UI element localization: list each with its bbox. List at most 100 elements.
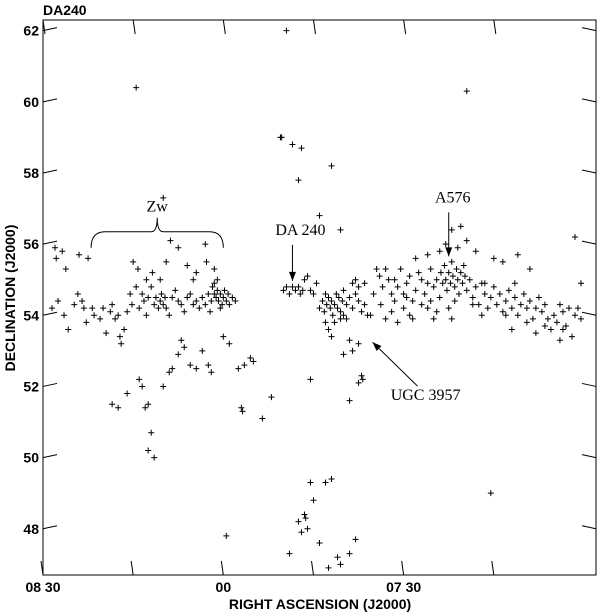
data-point <box>559 326 566 333</box>
x-minor-tick-top <box>132 19 136 35</box>
data-point <box>157 298 164 305</box>
data-point <box>421 290 428 297</box>
data-point <box>49 305 56 312</box>
data-point <box>339 298 346 305</box>
data-point <box>211 266 218 273</box>
data-point <box>286 550 293 557</box>
data-point <box>220 333 227 340</box>
y-tick-right <box>581 240 597 245</box>
data-point <box>124 308 131 315</box>
data-point <box>331 319 338 326</box>
data-point <box>451 283 458 290</box>
data-point <box>449 273 456 280</box>
y-tick-label: 52 <box>23 378 39 394</box>
data-point <box>143 312 150 319</box>
y-tick-right <box>581 454 597 459</box>
data-point <box>316 539 323 546</box>
data-point <box>367 312 374 319</box>
data-point <box>355 340 362 347</box>
data-point <box>130 258 137 265</box>
data-point <box>406 273 413 280</box>
data-point <box>109 401 116 408</box>
data-point <box>162 294 169 301</box>
data-point <box>153 294 160 301</box>
data-point <box>74 290 81 297</box>
data-point <box>134 266 141 273</box>
data-point <box>280 287 287 294</box>
x-minor-tick-bottom <box>491 560 495 576</box>
data-point <box>358 308 365 315</box>
data-point <box>424 251 431 258</box>
data-point <box>160 194 167 201</box>
data-point <box>571 312 578 319</box>
data-point <box>223 298 230 305</box>
data-point <box>370 290 377 297</box>
data-point <box>445 305 452 312</box>
data-point <box>331 301 338 308</box>
data-point <box>361 301 368 308</box>
x-axis-title: RIGHT ASCENSION (J2000) <box>229 596 411 612</box>
data-point <box>295 283 302 290</box>
data-point <box>469 301 476 308</box>
data-point <box>145 447 152 454</box>
data-point <box>453 266 460 273</box>
data-point <box>535 294 542 301</box>
data-point <box>556 337 563 344</box>
data-point <box>151 301 158 308</box>
data-point <box>532 330 539 337</box>
data-point <box>409 315 416 322</box>
data-point <box>352 536 359 543</box>
data-point <box>148 283 155 290</box>
data-point <box>215 298 222 305</box>
data-point <box>346 550 353 557</box>
data-point <box>400 305 407 312</box>
data-point <box>76 251 83 258</box>
data-point <box>325 294 332 301</box>
data-point <box>89 305 96 312</box>
data-point <box>149 269 156 276</box>
data-point <box>469 294 476 301</box>
y-tick-left <box>42 311 58 316</box>
data-point <box>321 308 328 315</box>
data-point <box>322 319 329 326</box>
data-point <box>424 280 431 287</box>
data-point <box>327 305 334 312</box>
data-point <box>430 283 437 290</box>
data-point <box>355 298 362 305</box>
a576-label: A576 <box>435 189 471 206</box>
data-point <box>169 365 176 372</box>
data-point <box>239 408 246 415</box>
data-point <box>499 308 506 315</box>
data-point <box>79 298 86 305</box>
data-point <box>211 280 218 287</box>
data-point <box>559 308 566 315</box>
data-point <box>340 287 347 294</box>
data-point <box>85 255 92 262</box>
data-point <box>511 294 518 301</box>
data-point <box>514 251 521 258</box>
data-point <box>337 561 344 568</box>
data-point <box>124 390 131 397</box>
data-point <box>304 273 311 280</box>
data-point <box>232 298 239 305</box>
data-point <box>335 294 342 301</box>
data-point <box>355 379 362 386</box>
data-point <box>455 290 462 297</box>
data-point <box>424 305 431 312</box>
data-point <box>334 554 341 561</box>
data-point <box>376 273 383 280</box>
x-tick-label: 07 30 <box>386 579 421 595</box>
data-point <box>225 290 232 297</box>
y-axis-title: DECLINATION (J2000) <box>2 225 18 372</box>
data-point <box>71 301 78 308</box>
data-point <box>53 255 60 262</box>
data-point <box>278 134 285 141</box>
data-point <box>505 287 512 294</box>
y-tick-label: 48 <box>23 521 39 537</box>
data-point <box>359 376 366 383</box>
data-point <box>322 290 329 297</box>
data-point <box>459 280 466 287</box>
data-point <box>62 266 69 273</box>
data-point <box>493 301 500 308</box>
data-point <box>526 266 533 273</box>
